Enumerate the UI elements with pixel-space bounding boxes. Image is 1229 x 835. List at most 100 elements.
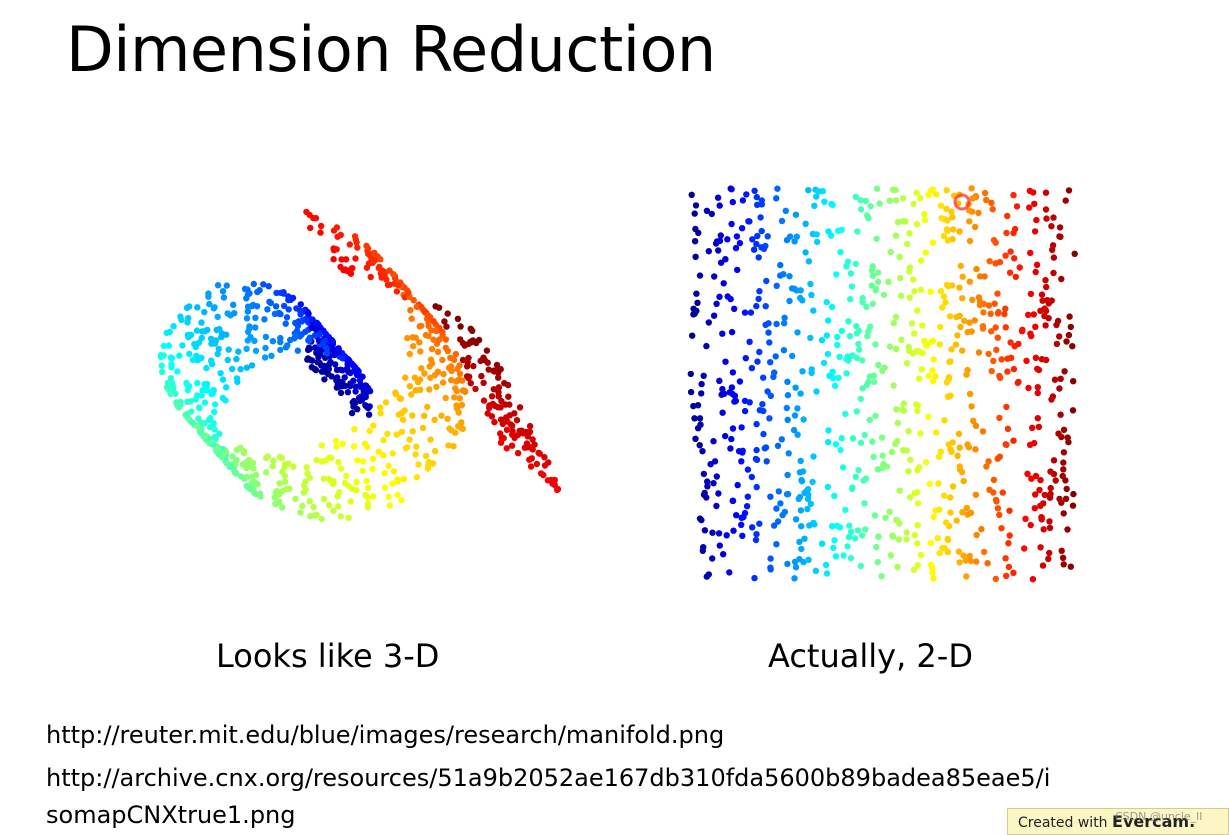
scatter-dot [911,531,918,539]
scatter-dot [451,394,458,401]
scatter-dot [789,352,796,360]
scatter-dot [954,332,961,339]
scatter-dot [1047,484,1054,492]
scatter-dot [719,409,726,416]
scatter-dot [966,552,973,560]
scatter-dot [875,361,882,369]
scatter-dot [407,307,414,314]
scatter-dot [926,480,933,488]
scatter-dot [946,358,953,365]
scatter-dot [791,575,798,582]
scatter-dot [994,505,1002,512]
scatter-dot [944,536,952,544]
scatter-dot [413,474,420,481]
scatter-dot [900,400,907,407]
scatter-dot [321,376,328,383]
scatter-dot [975,349,983,356]
scatter-dot [775,488,782,495]
scatter-dot [797,390,804,397]
scatter-dot [1030,311,1037,318]
scatter-dot [480,379,487,387]
scatter-dot [766,339,773,346]
scatter-dot [310,503,317,511]
scatter-dot [960,552,967,559]
scatter-dot [353,239,360,246]
scatter-dot [326,454,333,461]
scatter-dot [756,520,763,527]
scatter-dot [847,270,855,277]
scatter-dot [956,559,963,566]
scatter-dot [406,436,413,443]
scatter-dot [1034,415,1041,422]
scatter-dot [773,505,780,512]
scatter-dot [828,200,835,208]
scatter-dot [1014,379,1021,387]
scatter-dot [845,357,852,364]
scatter-dot [792,384,799,391]
scatter-dot [887,552,895,559]
scatter-dot [736,239,744,247]
scatter-dot [438,412,445,419]
scatter-dot [914,521,921,529]
scatter-dot [722,358,729,365]
scatter-dot [1046,549,1053,557]
scatter-dot [292,495,299,503]
scatter-dot [439,379,447,386]
scatter-dot [781,320,788,327]
scatter-dot [914,540,921,547]
scatter-dot [198,392,205,399]
scatter-dot [428,345,436,353]
scatter-dot [878,434,886,441]
scatter-dot [863,303,870,311]
scatter-dot [740,513,747,521]
scatter-dot [986,486,993,493]
scatter-dot [899,195,907,202]
scatter-dot [894,419,901,427]
scatter-dot [514,449,522,457]
scatter-dot [1062,477,1069,484]
scatter-dot [950,226,957,233]
scatter-dot [1031,200,1038,207]
scatter-dot [887,248,894,256]
scatter-dot [929,239,937,246]
scatter-dot [782,207,789,214]
scatter-dot [298,318,305,325]
scatter-dot [1051,376,1059,383]
scatter-dot [313,511,320,518]
scatter-dot [918,366,925,373]
scatter-dot [231,310,238,317]
scatter-dot [360,458,367,465]
scatter-dot [831,537,838,544]
scatter-dot [214,350,221,358]
scatter-dot [784,392,792,399]
scatter-dot [1050,269,1057,277]
scatter-dot [390,468,398,475]
scatter-dot [484,359,491,366]
scatter-dot [997,374,1004,381]
scatter-dot [825,427,832,434]
scatter-dot [935,453,943,460]
scatter-dot [495,374,502,381]
scatter-dot [1010,229,1017,237]
scatter-dot [1052,477,1059,484]
scatter-dot [430,318,437,325]
scatter-dot [1040,526,1047,533]
scatter-dot [857,197,864,204]
scatter-dot [956,444,963,451]
scatter-dot [733,512,740,519]
scatter-dot [1048,396,1055,403]
scatter-dot [316,359,323,367]
scatter-dot [330,256,337,263]
scatter-dot [867,203,874,210]
scatter-dot [304,356,311,363]
scatter-dot [855,340,862,348]
scatter-dot [371,249,378,256]
scatter-dot [752,536,760,544]
scatter-dot [205,416,213,424]
scatter-dot [528,455,535,462]
scatter-dot [369,465,376,473]
scatter-dot [516,404,524,411]
scatter-dot [728,220,735,228]
scatter-dot [1071,250,1078,257]
scatter-dot [766,415,773,422]
